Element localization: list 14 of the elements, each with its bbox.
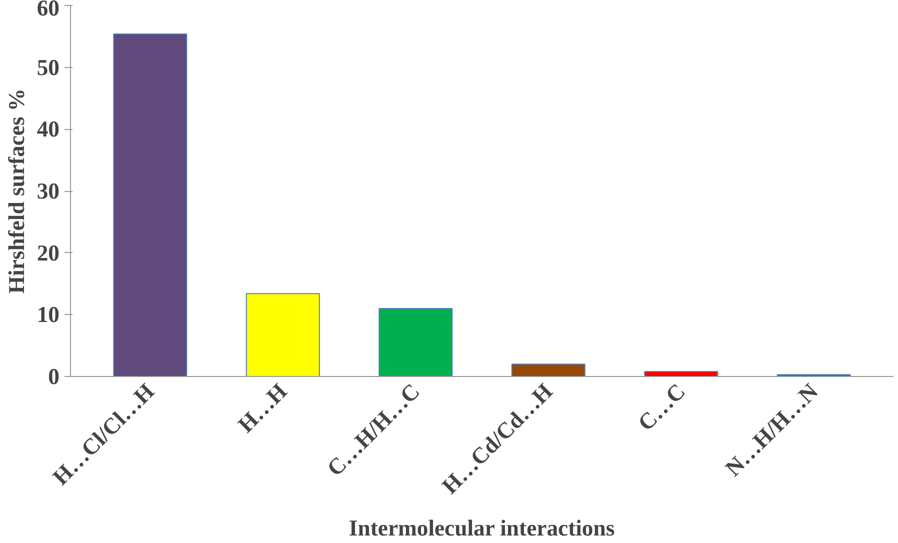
y-tick-label: 0: [48, 364, 60, 389]
bar: [644, 371, 718, 376]
y-tick-label: 60: [36, 0, 60, 20]
bar: [246, 293, 320, 376]
bar: [113, 33, 188, 376]
y-axis-title: Hirshfeld surfaces %: [4, 88, 29, 294]
y-tick-label: 30: [36, 178, 60, 204]
y-tick-label: 40: [36, 116, 60, 142]
bar: [378, 308, 453, 376]
y-tick-label: 50: [36, 54, 60, 80]
y-tick-label: 20: [36, 240, 60, 266]
bar: [511, 364, 586, 376]
x-axis-title: Intermolecular interactions: [348, 516, 615, 541]
y-tick-label: 10: [36, 302, 60, 328]
